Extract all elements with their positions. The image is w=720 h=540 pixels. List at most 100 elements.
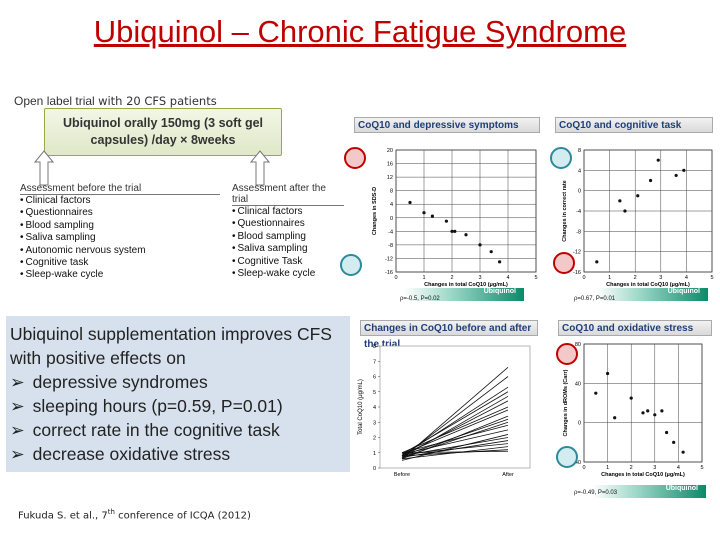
data-point — [682, 451, 685, 454]
data-point — [618, 199, 621, 202]
x-tick-label: 5 — [710, 275, 713, 281]
data-point — [498, 260, 501, 263]
data-point — [606, 372, 609, 375]
assessment-item: Sleep-wake cycle — [20, 269, 220, 281]
trial-label: Open label trial with 20 CFS patients — [14, 94, 217, 108]
x-tick-label: 0 — [582, 465, 585, 471]
data-point — [445, 220, 448, 223]
stat-cognitive: ρ=0.67, P=0.01 — [574, 296, 615, 302]
y-tick-label: -4 — [388, 229, 393, 235]
strip-label: Ubiquinol — [668, 288, 700, 295]
x-tick-label: 4 — [685, 275, 688, 281]
panel-title-oxidative: CoQ10 and oxidative stress — [558, 320, 712, 336]
y-tick-label: 16 — [387, 162, 393, 168]
data-point — [646, 409, 649, 412]
data-point — [464, 233, 467, 236]
y-tick-label: -8 — [388, 243, 393, 249]
y-tick-label: 4 — [373, 405, 376, 411]
y-tick-label: 8 — [578, 148, 581, 154]
assessment-item: Autonomic nervous system — [20, 245, 220, 257]
arrow-up-right-icon — [250, 150, 270, 186]
citation-text: Fukuda S. et al., 7 — [18, 510, 108, 521]
y-tick-label: -4 — [576, 209, 581, 215]
trial-label-main: Open label trial — [14, 94, 95, 108]
happy-face-icon — [550, 147, 572, 169]
assessment-after: Assessment after the trial Clinical fact… — [232, 183, 344, 280]
citation-rest: conference of ICQA (2012) — [115, 510, 251, 521]
data-point — [641, 411, 644, 414]
y-tick-label: -16 — [385, 270, 393, 276]
dose-box: Ubiquinol orally 150mg (3 soft gel capsu… — [44, 108, 282, 156]
chart-before-after: 8 7 6 5 4 3 2 1 0 Before After Total CoQ10 (μg/mL) — [352, 338, 540, 488]
data-point — [431, 214, 434, 217]
x-tick-label: Before — [394, 472, 410, 478]
y-tick-label: 8 — [390, 189, 393, 195]
y-tick-label: 0 — [373, 466, 376, 472]
x-tick-label: 1 — [608, 275, 611, 281]
citation: Fukuda S. et al., 7th conference of ICQA… — [18, 508, 251, 521]
y-axis-label: Changes in SDS-D — [372, 187, 378, 235]
strip-label: Ubiquinol — [484, 288, 516, 295]
data-point — [595, 260, 598, 263]
y-tick-label: 6 — [373, 375, 376, 381]
assessment-item: Clinical factors — [20, 195, 220, 207]
data-point — [672, 441, 675, 444]
x-tick-label: 3 — [653, 465, 656, 471]
y-tick-label: 8 — [373, 344, 376, 350]
citation-sup: th — [108, 508, 115, 516]
summary-bullets: depressive syndromessleeping hours (p=0.… — [10, 370, 350, 466]
assessment-item: Saliva sampling — [232, 243, 344, 255]
data-point — [613, 416, 616, 419]
assessment-item: Blood sampling — [232, 231, 344, 243]
sad-face-icon — [553, 252, 575, 274]
stat-depressive: ρ=-0.5, P=0.02 — [400, 296, 440, 302]
slide-title: Ubiquinol – Chronic Fatigue Syndrome — [0, 14, 720, 50]
y-tick-label: 0 — [390, 216, 393, 222]
x-tick-label: 4 — [677, 465, 680, 471]
x-tick-label: 0 — [582, 275, 585, 281]
y-tick-label: 7 — [373, 359, 376, 365]
panel-title-cognitive: CoQ10 and cognitive task — [555, 117, 713, 133]
x-tick-label: After — [502, 472, 514, 478]
trial-label-suffix: with 20 CFS patients — [98, 94, 217, 108]
x-axis-label: Changes in total CoQ10 (μg/mL) — [601, 472, 685, 478]
y-tick-label: 5 — [373, 390, 376, 396]
y-tick-label: 3 — [373, 420, 376, 426]
panel-title-depressive: CoQ10 and depressive symptoms — [354, 117, 540, 133]
stat-oxidative: ρ=-0.49, P=0.03 — [574, 490, 617, 496]
sad-face-icon — [556, 343, 578, 365]
x-tick-label: 0 — [394, 275, 397, 281]
y-tick-label: 40 — [575, 381, 581, 387]
assessment-item: Blood sampling — [20, 220, 220, 232]
y-tick-label: 4 — [578, 168, 581, 174]
x-tick-label: 2 — [450, 275, 453, 281]
assessment-item: Questionnaires — [20, 207, 220, 219]
data-point — [660, 409, 663, 412]
y-axis-label: Changes in dROMs (Carr) — [563, 369, 569, 436]
data-point — [665, 431, 668, 434]
data-point — [453, 230, 456, 233]
y-tick-label: 1 — [373, 451, 376, 457]
data-point — [623, 209, 626, 212]
data-point — [594, 392, 597, 395]
data-point — [653, 413, 656, 416]
plot-frame — [584, 344, 702, 462]
x-tick-label: 5 — [534, 275, 537, 281]
assessment-before: Assessment before the trial Clinical fac… — [20, 183, 220, 282]
summary-bullet: depressive syndromes — [10, 370, 350, 394]
assessment-before-heading: Assessment before the trial — [20, 183, 220, 194]
assessment-before-list: Clinical factorsQuestionnairesBlood samp… — [20, 195, 220, 282]
y-tick-label: 12 — [387, 175, 393, 181]
y-tick-label: -12 — [385, 256, 393, 262]
summary-bullet: correct rate in the cognitive task — [10, 418, 350, 442]
y-axis-label: Total CoQ10 (μg/mL) — [358, 379, 364, 435]
x-tick-label: 1 — [606, 465, 609, 471]
happy-face-icon — [340, 254, 362, 276]
y-tick-label: 2 — [373, 436, 376, 442]
assessment-item: Saliva sampling — [20, 232, 220, 244]
data-point — [636, 194, 639, 197]
y-tick-label: -16 — [573, 270, 581, 276]
x-tick-label: 1 — [422, 275, 425, 281]
assessment-item: Sleep-wake cycle — [232, 268, 344, 280]
data-point — [408, 201, 411, 204]
